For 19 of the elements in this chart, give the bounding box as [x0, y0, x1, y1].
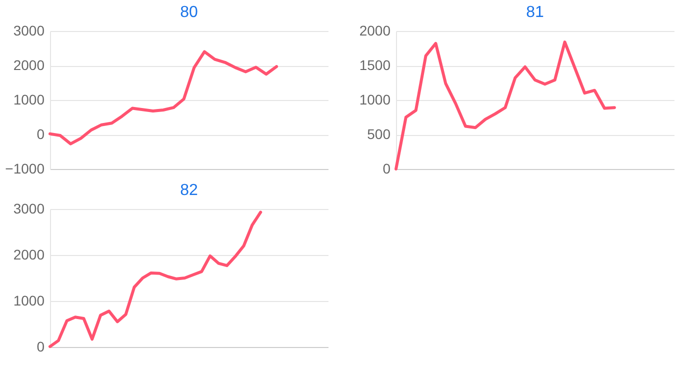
y-tick-label: −1000: [5, 160, 45, 176]
y-tick-label: 3000: [13, 22, 45, 38]
chart-title: 80: [180, 4, 198, 21]
y-tick-label: 0: [36, 126, 45, 142]
line-series: [394, 40, 616, 170]
y-tick-label: 2000: [13, 246, 45, 262]
y-tick-label: 1000: [13, 292, 45, 308]
y-tick-label: 0: [382, 160, 391, 176]
y-tick-label: 2000: [359, 22, 391, 38]
line-series: [48, 50, 278, 146]
y-tick-label: 500: [367, 126, 391, 142]
chart-title: 81: [526, 4, 544, 21]
y-tick-label: 2000: [13, 57, 45, 73]
y-tick-label: 1000: [13, 92, 45, 108]
y-tick-label: 0: [36, 338, 45, 354]
y-tick-label: 1000: [359, 92, 391, 108]
y-tick-label: 1500: [359, 57, 391, 73]
chart-title: 82: [180, 182, 198, 199]
y-tick-label: 3000: [13, 200, 45, 216]
